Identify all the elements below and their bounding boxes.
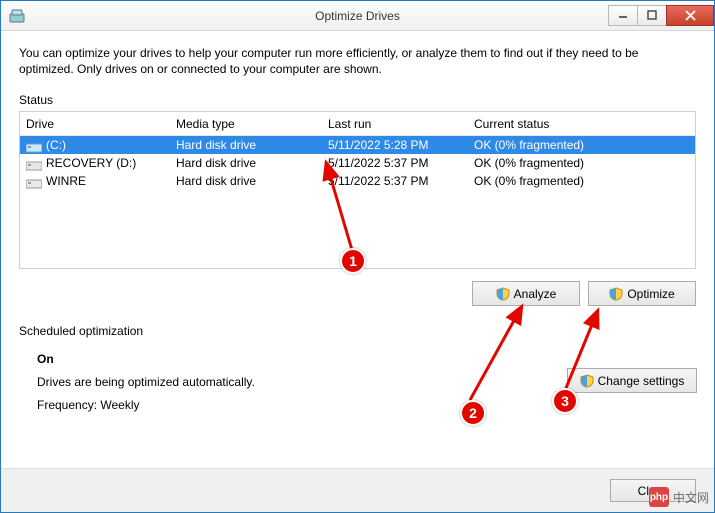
drive-media: Hard disk drive — [170, 174, 322, 188]
optimize-button[interactable]: Optimize — [588, 281, 696, 306]
col-media[interactable]: Media type — [170, 117, 322, 131]
drive-name: (C:) — [46, 138, 66, 152]
scheduled-frequency: Frequency: Weekly — [37, 394, 696, 417]
shield-icon — [609, 287, 623, 301]
minimize-button[interactable] — [608, 5, 638, 26]
col-drive[interactable]: Drive — [20, 117, 170, 131]
maximize-button[interactable] — [637, 5, 667, 26]
window-controls — [609, 5, 714, 27]
drive-row[interactable]: (C:) Hard disk drive 5/11/2022 5:28 PM O… — [20, 136, 695, 154]
shield-icon — [496, 287, 510, 301]
change-settings-label: Change settings — [598, 374, 685, 388]
drive-media: Hard disk drive — [170, 156, 322, 170]
status-label: Status — [19, 93, 696, 107]
drive-list: Drive Media type Last run Current status… — [19, 111, 696, 269]
drive-lastrun: 5/11/2022 5:37 PM — [322, 156, 468, 170]
intro-text: You can optimize your drives to help you… — [19, 45, 696, 77]
change-settings-wrap: Change settings — [567, 368, 697, 393]
drive-media: Hard disk drive — [170, 138, 322, 152]
drive-icon — [26, 175, 42, 189]
drive-lastrun: 5/11/2022 5:28 PM — [322, 138, 468, 152]
analyze-button[interactable]: Analyze — [472, 281, 580, 306]
drive-icon — [26, 139, 42, 153]
app-icon — [9, 8, 25, 24]
scheduled-heading: Scheduled optimization — [19, 324, 696, 338]
col-status[interactable]: Current status — [468, 117, 695, 131]
drive-status: OK (0% fragmented) — [468, 156, 695, 170]
titlebar: Optimize Drives — [1, 1, 714, 31]
shield-icon — [580, 374, 594, 388]
drive-name: WINRE — [46, 174, 86, 188]
drive-status: OK (0% fragmented) — [468, 138, 695, 152]
change-settings-button[interactable]: Change settings — [567, 368, 697, 393]
drive-list-header: Drive Media type Last run Current status — [20, 112, 695, 136]
optimize-label: Optimize — [627, 287, 674, 301]
drive-icon — [26, 157, 42, 171]
action-buttons: Analyze Optimize — [19, 281, 696, 306]
content-area: You can optimize your drives to help you… — [1, 31, 714, 468]
col-lastrun[interactable]: Last run — [322, 117, 468, 131]
analyze-label: Analyze — [514, 287, 557, 301]
drive-row[interactable]: RECOVERY (D:) Hard disk drive 5/11/2022 … — [20, 154, 695, 172]
close-window-button[interactable] — [666, 5, 714, 26]
drive-lastrun: 5/11/2022 5:37 PM — [322, 174, 468, 188]
close-button[interactable]: Close — [610, 479, 696, 502]
drive-row[interactable]: WINRE Hard disk drive 5/11/2022 5:37 PM … — [20, 172, 695, 190]
drive-name: RECOVERY (D:) — [46, 156, 136, 170]
footer: Close — [1, 468, 714, 512]
optimize-drives-window: Optimize Drives You can optimize your dr… — [0, 0, 715, 513]
drive-status: OK (0% fragmented) — [468, 174, 695, 188]
